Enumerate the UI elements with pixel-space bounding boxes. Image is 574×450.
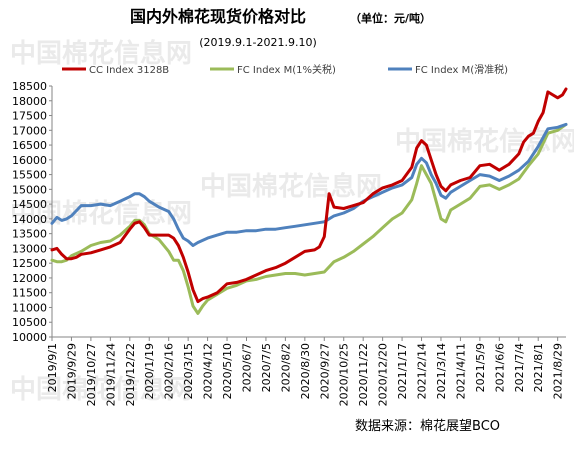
y-tick-label: 10500: [12, 316, 47, 329]
x-tick-label: 2019/9/29: [65, 343, 78, 399]
x-tick-label: 2021/2/14: [416, 343, 429, 399]
y-tick-label: 18500: [12, 80, 47, 93]
x-tick-label: 2021/7/4: [513, 343, 526, 392]
x-tick-label: 2020/8/30: [299, 343, 312, 399]
y-tick-label: 18000: [12, 95, 47, 108]
x-tick-label: 2019/12/22: [124, 343, 137, 406]
y-tick-label: 11500: [12, 287, 47, 300]
x-tick-label: 2020/4/12: [202, 343, 215, 399]
x-tick-label: 2020/12/20: [377, 343, 390, 406]
x-tick-label: 2020/7/5: [260, 343, 273, 392]
x-tick-label: 2021/6/6: [493, 343, 506, 392]
x-tick-label: 2019/9/1: [46, 343, 59, 392]
series-layer: [50, 87, 568, 315]
x-tick-label: 2020/8/2: [279, 343, 292, 392]
x-tick-label: 2021/1/17: [396, 343, 409, 399]
y-tick-label: 10000: [12, 331, 47, 344]
y-tick-label: 15000: [12, 183, 47, 196]
x-tick-label: 2020/3/15: [182, 343, 195, 399]
y-tick-label: 16500: [12, 139, 47, 152]
legend-label-fc-index-1pct: FC Index M(1%关税): [237, 63, 336, 76]
x-tick-label: 2021/4/11: [454, 343, 467, 399]
y-tick-label: 13000: [12, 242, 47, 255]
y-tick-label: 12000: [12, 272, 47, 285]
y-tick-label: 17500: [12, 110, 47, 123]
legend: CC Index 3128B FC Index M(1%关税) FC Index…: [62, 63, 508, 76]
y-tick-label: 14000: [12, 213, 47, 226]
chart-title: 国内外棉花现货价格对比: [130, 7, 306, 26]
y-tick-label: 14500: [12, 198, 47, 211]
y-tick-label: 11000: [12, 301, 47, 314]
series-line-fc-index-1pct: [50, 122, 568, 315]
y-tick-label: 16000: [12, 154, 47, 167]
x-tick-label: 2019/11/24: [104, 343, 117, 406]
x-tick-label: 2019/10/27: [85, 343, 98, 406]
x-tick-label: 2020/10/25: [338, 343, 351, 406]
x-tick-label: 2020/2/16: [163, 343, 176, 399]
x-tick-label: 2020/1/19: [143, 343, 156, 399]
y-tick-label: 12500: [12, 257, 47, 270]
unit-note: （单位：元/吨）: [350, 11, 431, 25]
series-line-cc-index: [50, 87, 568, 304]
watermark-text: 中国棉花信息网: [200, 171, 382, 202]
watermark-text: 中国棉花信息网: [10, 38, 192, 69]
x-tick-label: 2020/5/10: [221, 343, 234, 399]
x-tick-label: 2020/6/7: [240, 343, 253, 392]
x-tick-label: 2021/3/14: [435, 343, 448, 399]
x-tick-label: 2020/11/22: [357, 343, 370, 406]
series-line-fc-index-sliding: [50, 122, 568, 247]
legend-label-cc-index: CC Index 3128B: [89, 65, 169, 76]
x-tick-label: 2021/8/1: [532, 343, 545, 392]
y-tick-label: 15500: [12, 169, 47, 182]
chart-subtitle: (2019.9.1-2021.9.10): [199, 36, 317, 49]
x-tick-label: 2021/5/9: [474, 343, 487, 392]
x-tick-label: 2020/9/27: [318, 343, 331, 399]
watermark-text: 中国棉花信息网: [10, 374, 192, 405]
y-tick-label: 13500: [12, 228, 47, 241]
x-tick-label: 2021/8/29: [552, 343, 565, 399]
legend-label-fc-index-sliding: FC Index M(滑准税): [415, 63, 508, 76]
data-source: 数据来源：棉花展望BCO: [355, 418, 500, 434]
y-tick-label: 17000: [12, 124, 47, 137]
